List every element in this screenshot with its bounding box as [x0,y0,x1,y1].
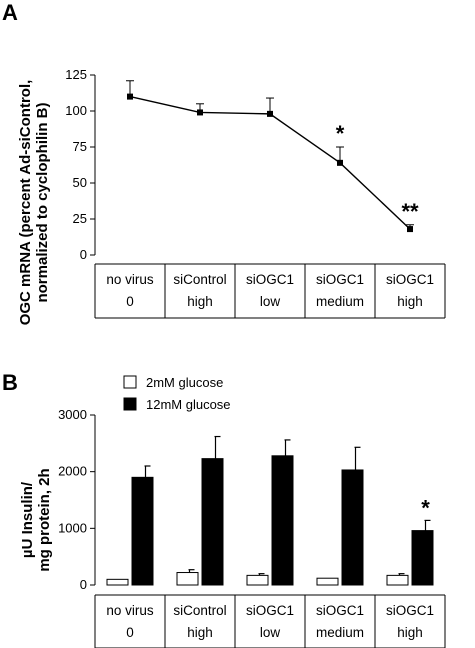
panel-b-bar [386,574,409,586]
panel-b-ytick-label: 3000 [58,407,87,422]
panel-b-ytick-label: 1000 [58,520,87,535]
panel-b-bar [131,476,154,586]
panel-a-ytick-label: 0 [80,247,87,262]
panel-a-category-line2: high [187,294,213,309]
panel-a-point [197,109,203,116]
panel-b-category-line2: medium [316,625,364,640]
panel-a-marks: *** [126,80,419,233]
panel-b-bar [316,577,339,586]
panel-a-ylabel: OGC mRNA (percent Ad-siControl, normalize… [17,80,51,326]
panel-a-category-line1: siOGC1 [386,272,434,287]
panel-b-ylabel-line: µU Insulin/ [19,481,36,558]
panel-a-category-line2: 0 [126,294,134,309]
panel-a-ylabel-line: normalized to cyclophilin B) [34,102,51,302]
panel-a-point [127,93,133,100]
panel-b-legend-label: 2mM glucose [146,375,223,390]
panel-b-legend-swatch [123,375,137,389]
panel-b-category-line1: siOGC1 [316,603,364,618]
panel-a-point [407,226,413,233]
panel-b-bar [176,572,199,586]
panel-a-ylabel-line: OGC mRNA (percent Ad-siControl, [17,80,34,326]
panel-b-ylabel: µU Insulin/mg protein, 2h [19,468,53,571]
panel-a-ytick-label: 75 [73,139,87,154]
panel-b-legend: 2mM glucose 12mM glucose [123,375,231,412]
panel-b-significance: * [421,495,430,520]
panel-a-category-line1: siControl [173,272,226,287]
panel-b-ylabel-line: mg protein, 2h [36,468,53,571]
panel-a-category-line2: medium [316,294,364,309]
panel-b-category-line2: high [397,625,423,640]
panel-a-ytick-label: 125 [65,67,87,82]
panel-b-marks: * [106,435,434,586]
panel-a-category-line2: low [260,294,281,309]
panel-b-category-line1: no virus [106,603,154,618]
panel-a-category-table: no virus 0 siControl high siOGC1 low siOGC1 med… [94,263,446,319]
panel-b-bar [271,455,294,586]
panel-b-category-line1: siControl [173,603,226,618]
panel-b-bar [106,578,129,586]
panel-a-ytick-label: 50 [73,175,87,190]
panel-a-category-line2: high [397,294,423,309]
panel-b-category-line2: high [187,625,213,640]
panel-b-category-table: no virus 0 siControl high siOGC1 low siOGC1 med… [94,594,446,648]
panel-a-significance: ** [401,199,419,224]
panel-b-bar [341,469,364,586]
panel-b-bar [246,574,269,586]
panel-a-ytick-label: 100 [65,103,87,118]
panel-b-bar [411,530,434,586]
panel-b-ytick-label: 0 [80,577,87,592]
panel-b-category-line2: 0 [126,625,134,640]
panel-b-legend-label: 12mM glucose [146,397,231,412]
panel-a-category-line1: siOGC1 [316,272,364,287]
panel-b-axes: 0 1000 2000 3000 [58,407,96,592]
panel-b-label: B [2,370,18,395]
panel-b-category-line2: low [260,625,281,640]
panel-a-point [267,110,273,117]
panel-a-category-line1: siOGC1 [246,272,294,287]
panel-a-point [337,159,343,166]
panel-a-category-line1: no virus [106,272,154,287]
panel-a-label: A [2,0,18,25]
panel-a-ytick-label: 25 [73,211,87,226]
panel-b-legend-swatch [123,397,137,411]
panel-b-category-line1: siOGC1 [246,603,294,618]
panel-b-bar [201,458,224,586]
panel-b-ytick-label: 2000 [58,464,87,479]
panel-a-axes: 0 25 50 75 100 125 [65,67,96,262]
panel-b-category-line1: siOGC1 [386,603,434,618]
panel-a-significance: * [336,121,345,146]
